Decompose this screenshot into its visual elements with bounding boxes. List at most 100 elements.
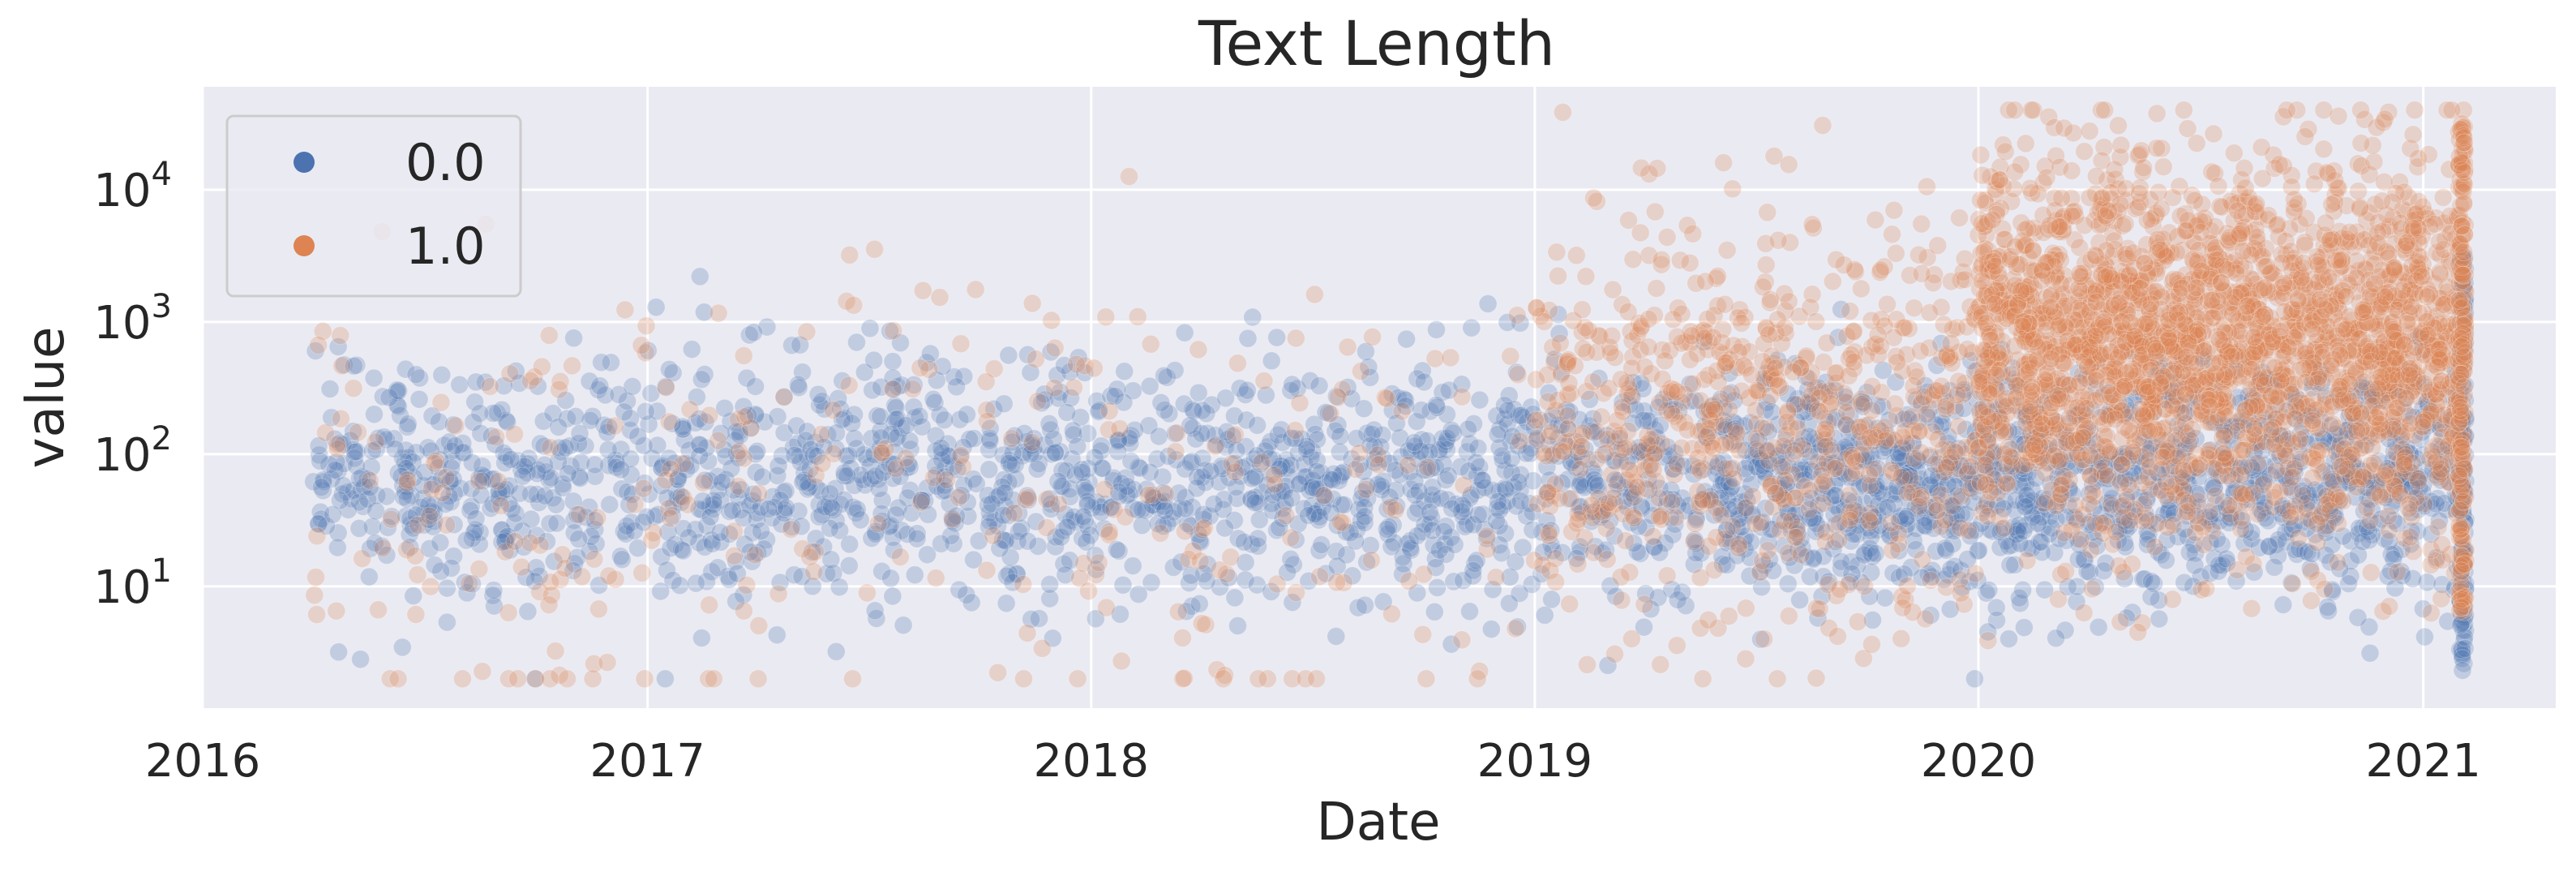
series-0-point: [1490, 419, 1510, 439]
series-1-point: [563, 356, 582, 376]
series-0-point: [883, 586, 902, 606]
series-0-point: [1068, 436, 1087, 456]
series-0-point: [682, 340, 701, 359]
series-1-point: [1778, 402, 1798, 421]
series-0-point: [1487, 511, 1506, 531]
series-0-point: [1414, 372, 1434, 392]
series-1-point: [926, 569, 945, 588]
series-1-point: [1276, 506, 1296, 526]
series-1-point: [693, 473, 713, 492]
series-0-point: [2047, 629, 2066, 648]
series-0-point: [1377, 519, 1396, 539]
series-1-point: [700, 595, 719, 615]
series-1-point: [2242, 599, 2261, 618]
series-0-point: [2117, 500, 2137, 520]
series-1-point: [1084, 359, 1104, 378]
series-1-point: [381, 509, 401, 529]
series-1-point: [353, 549, 372, 569]
series-1-point: [585, 549, 604, 569]
series-1-point: [1902, 407, 1922, 427]
series-0-point: [510, 483, 529, 503]
series-0-point: [1271, 457, 1290, 476]
series-1-point: [1141, 334, 1160, 354]
series-1-point: [588, 508, 607, 527]
series-1-point: [1099, 402, 1119, 421]
series-0-point: [821, 498, 841, 518]
series-1-point: [1638, 434, 1657, 453]
series-0-point: [2127, 385, 2146, 405]
series-0-point: [999, 346, 1018, 365]
series-1-point: [469, 472, 489, 491]
series-1-point: [1699, 610, 1718, 629]
series-1-point: [2197, 579, 2216, 598]
series-1-point: [420, 506, 439, 526]
series-1-point: [1022, 433, 1042, 452]
series-0-point: [1420, 502, 1439, 522]
series-0-point: [2245, 481, 2265, 500]
series-0-point: [406, 365, 426, 384]
series-0-point: [652, 458, 671, 478]
series-1-point: [373, 539, 392, 558]
series-0-point: [1714, 421, 1734, 440]
series-0-point: [723, 500, 742, 520]
series-0-point: [1914, 516, 1934, 535]
series-1-point: [1249, 669, 1268, 689]
series-1-point: [406, 605, 426, 624]
series-0-point: [445, 436, 465, 455]
series-1-point: [1950, 208, 1969, 228]
series-1-point: [632, 563, 652, 582]
series-1-point: [1928, 429, 1948, 449]
series-0-point: [1283, 375, 1302, 394]
series-1-point: [1756, 419, 1776, 438]
series-1-point: [1535, 312, 1554, 331]
series-0-point: [1459, 419, 1478, 439]
series-0-point: [1847, 509, 1867, 528]
series-1-point: [1507, 306, 1527, 325]
series-1-point: [1468, 669, 1487, 689]
series-1-point: [1014, 574, 1033, 594]
series-0-point: [397, 489, 417, 509]
series-0-point: [979, 460, 999, 479]
series-1-point: [1587, 422, 1606, 441]
series-1-point: [1751, 513, 1771, 532]
series-1-point: [1635, 595, 1654, 614]
series-1-point: [1955, 249, 1974, 268]
series-1-point: [1965, 564, 1985, 583]
series-0-point: [864, 350, 884, 370]
series-1-point: [678, 495, 697, 514]
series-0-point: [1040, 574, 1060, 594]
series-1-point: [1616, 531, 1635, 551]
series-0-point: [865, 601, 885, 621]
series-0-point: [1839, 442, 1858, 462]
series-1-point: [769, 584, 788, 604]
series-0-point: [674, 541, 692, 561]
series-1-point: [1948, 417, 1968, 436]
series-1-point: [328, 435, 347, 454]
series-1-point: [1194, 518, 1214, 538]
series-1-point: [1568, 554, 1588, 573]
series-0-point: [1481, 620, 1501, 639]
series-1-point: [1862, 634, 1881, 654]
series-1-point: [1655, 351, 1674, 371]
series-0-point: [1464, 566, 1483, 586]
series-1-point: [1572, 300, 1592, 320]
series-0-point: [1327, 556, 1347, 576]
series-1-point: [1829, 530, 1849, 549]
series-1-point: [1844, 322, 1863, 341]
series-1-point: [1855, 577, 1875, 596]
series-0-point: [883, 352, 902, 372]
series-1-point: [1807, 668, 1826, 688]
series-0-point: [2269, 530, 2288, 549]
series-0-point: [1855, 476, 1875, 496]
series-0-point: [2027, 434, 2047, 453]
series-1-point: [1612, 591, 1631, 610]
series-1-point: [1351, 362, 1370, 381]
series-1-point: [2109, 116, 2128, 135]
series-0-point: [2274, 595, 2293, 614]
series-1-point: [1753, 551, 1772, 570]
series-1-point: [1779, 606, 1798, 625]
series-0-point: [1473, 505, 1493, 524]
series-0-point: [857, 449, 877, 468]
series-1-point: [1578, 655, 1597, 674]
series-0-point: [1434, 522, 1454, 541]
